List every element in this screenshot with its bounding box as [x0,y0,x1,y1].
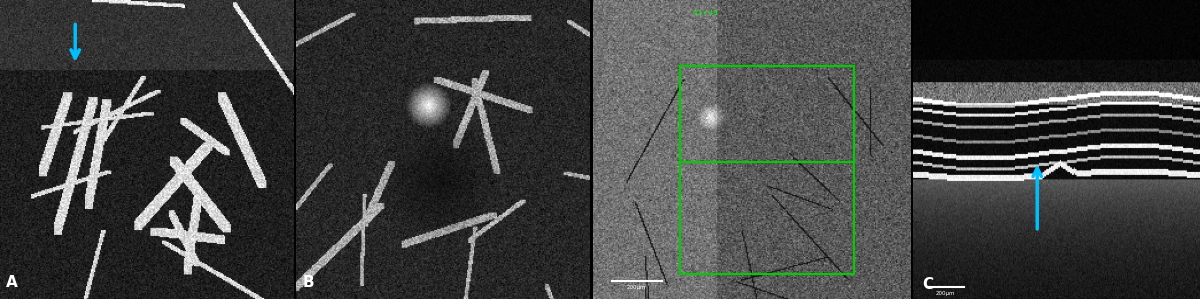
Text: 200µm: 200µm [936,291,955,296]
Text: B: B [302,275,314,290]
Bar [680,66,854,162]
Text: A: A [6,275,18,290]
Bar [680,66,854,274]
Text: C: C [923,277,934,292]
Text: 43 / 49: 43 / 49 [692,10,718,16]
Text: 200µm: 200µm [628,285,647,290]
